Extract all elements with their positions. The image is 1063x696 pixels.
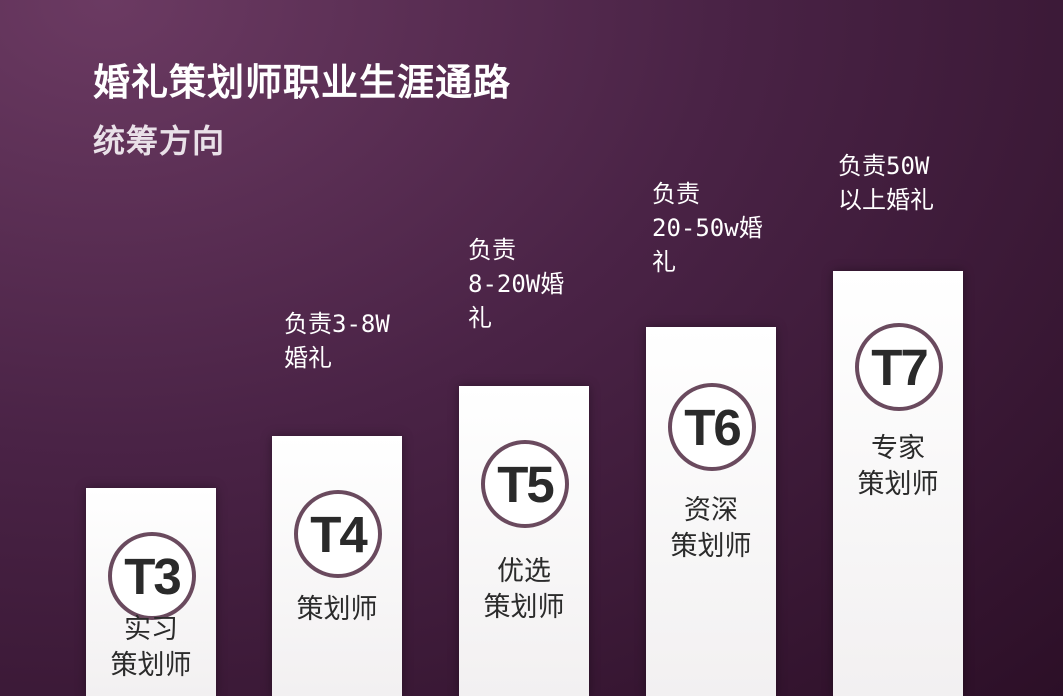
role-label-t3: 实习 策划师: [86, 612, 216, 684]
page-subtitle: 统筹方向: [93, 122, 226, 160]
level-column-t3: T3 实习 策划师: [86, 488, 216, 696]
role-label-t7: 专家 策划师: [833, 431, 963, 503]
role-label-t6: 资深 策划师: [646, 493, 776, 565]
role-line: 策划师: [296, 594, 378, 625]
level-badge-t6: T6: [668, 383, 756, 471]
responsibility-note-t7: 负责50W 以上婚礼: [838, 149, 934, 217]
level-badge-t7: T7: [855, 323, 943, 411]
role-line: 策划师: [483, 592, 565, 623]
level-column-t5: T5 优选 策划师: [459, 386, 589, 696]
role-line: 策划师: [110, 650, 192, 681]
note-line: 负责3-8W: [284, 310, 390, 338]
responsibility-note-t4: 负责3-8W 婚礼: [284, 307, 390, 375]
role-line: 实习: [124, 614, 178, 645]
level-column-t7: T7 专家 策划师: [833, 271, 963, 696]
note-line: 负责: [652, 180, 700, 208]
note-line: 负责50W: [838, 152, 930, 180]
level-badge-t3: T3: [108, 532, 196, 620]
role-label-t4: 策划师: [272, 592, 402, 628]
note-line: 20-50w婚: [652, 214, 763, 242]
note-line: 以上婚礼: [838, 186, 934, 214]
note-line: 礼: [468, 304, 492, 332]
role-line: 专家: [871, 433, 925, 464]
note-line: 婚礼: [284, 344, 332, 372]
note-line: 礼: [652, 248, 676, 276]
role-label-t5: 优选 策划师: [459, 554, 589, 626]
page-title: 婚礼策划师职业生涯通路: [93, 61, 511, 104]
role-line: 策划师: [857, 469, 939, 500]
level-badge-t4: T4: [294, 490, 382, 578]
note-line: 8-20W婚: [468, 270, 565, 298]
level-column-t6: T6 资深 策划师: [646, 327, 776, 696]
responsibility-note-t6: 负责 20-50w婚 礼: [652, 177, 763, 279]
role-line: 策划师: [670, 531, 752, 562]
role-line: 资深: [684, 495, 738, 526]
level-badge-t5: T5: [481, 440, 569, 528]
level-column-t4: T4 策划师: [272, 436, 402, 696]
note-line: 负责: [468, 236, 516, 264]
role-line: 优选: [497, 556, 551, 587]
responsibility-note-t5: 负责 8-20W婚 礼: [468, 233, 564, 335]
